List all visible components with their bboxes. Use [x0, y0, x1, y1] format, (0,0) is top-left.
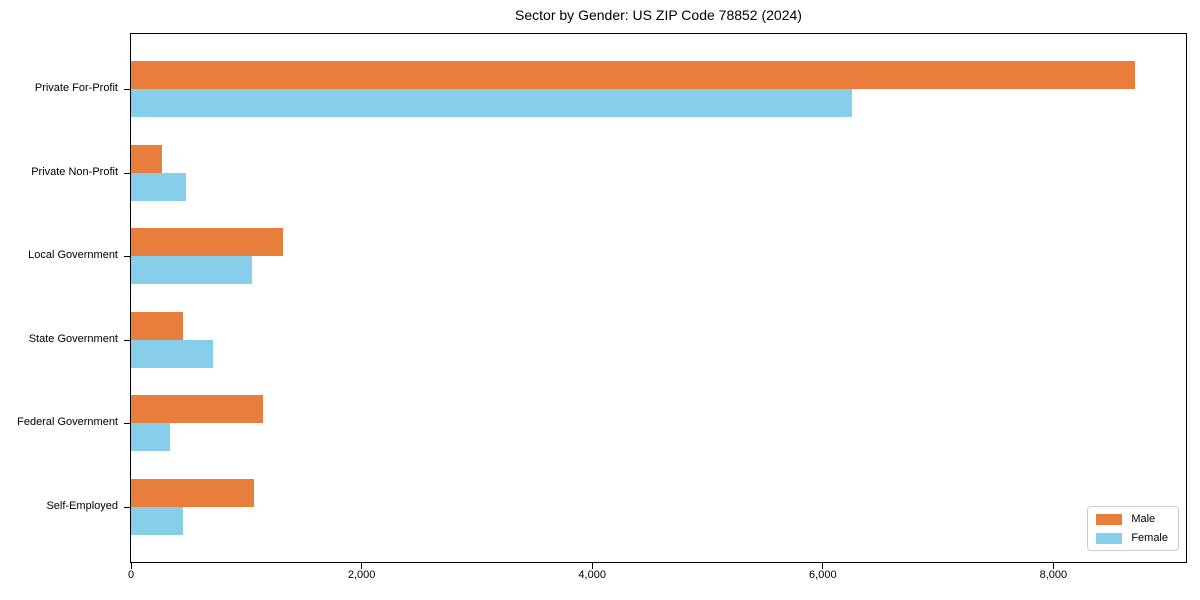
y-axis-label: Self-Employed — [46, 500, 118, 512]
bar-female-private-non-profit — [131, 173, 187, 201]
y-tick-mark — [124, 173, 130, 174]
x-tick-mark — [822, 563, 824, 569]
bar-female-state-government — [131, 340, 214, 368]
bar-female-local-government — [131, 256, 253, 284]
y-tick-mark — [124, 256, 130, 257]
chart-title: Sector by Gender: US ZIP Code 78852 (202… — [515, 7, 802, 23]
bar-male-federal-government — [131, 395, 263, 423]
x-tick-mark — [131, 563, 132, 569]
x-axis-tick-label: 2,000 — [347, 569, 376, 581]
legend-entry-female: Female — [1096, 532, 1168, 544]
bar-female-self-employed — [131, 507, 183, 535]
legend-swatch-male-icon — [1096, 513, 1123, 525]
x-axis-tick-label: 4,000 — [578, 569, 606, 581]
legend-swatch-female-icon — [1096, 532, 1123, 544]
y-axis-labels: Private For-Profit Private Non-Profit Loca… — [0, 0, 124, 600]
y-axis-label: Private Non-Profit — [31, 166, 118, 178]
x-tick-mark — [361, 563, 363, 569]
bar-female-private-for-profit — [131, 89, 852, 117]
x-axis-tick-label: 8,000 — [1039, 569, 1068, 581]
y-axis-label: Federal Government — [17, 416, 118, 428]
legend-entry-male: Male — [1096, 513, 1168, 525]
y-tick-mark — [124, 340, 130, 341]
plot-area: Male Female — [124, 33, 1187, 569]
bar-male-private-for-profit — [131, 61, 1136, 89]
legend-label-male: Male — [1131, 513, 1156, 525]
y-axis-label: Private For-Profit — [34, 82, 118, 94]
y-tick-mark — [124, 89, 130, 90]
x-axis-tick-label: 0 — [127, 569, 135, 581]
y-axis-label: Local Government — [28, 249, 118, 261]
x-tick-mark — [1052, 563, 1054, 569]
legend-label-female: Female — [1131, 532, 1168, 544]
bar-male-local-government — [131, 228, 283, 256]
bar-male-self-employed — [131, 479, 255, 507]
y-tick-mark — [124, 507, 130, 508]
x-axis-tick-label: 6,000 — [809, 569, 837, 581]
bar-male-private-non-profit — [131, 145, 162, 173]
bar-male-state-government — [131, 312, 183, 340]
legend: Male Female — [1087, 506, 1179, 551]
x-tick-mark — [591, 563, 593, 569]
y-tick-mark — [124, 423, 130, 424]
bar-female-federal-government — [131, 423, 171, 451]
y-axis-label: State Government — [28, 333, 118, 345]
